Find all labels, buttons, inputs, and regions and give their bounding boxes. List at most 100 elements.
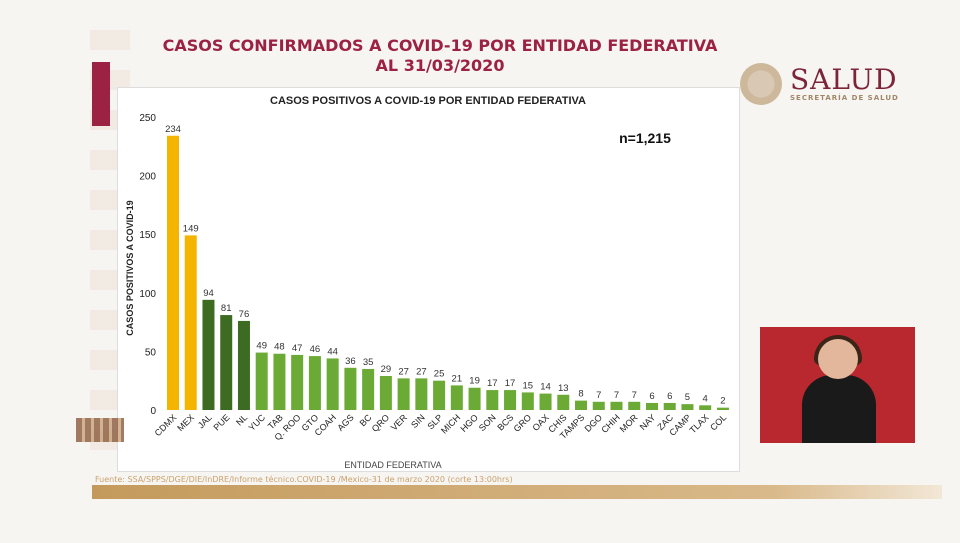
data-label: 21 — [452, 373, 463, 384]
bar-sin — [415, 378, 428, 410]
y-tick-label: 150 — [139, 230, 156, 241]
data-label: 8 — [578, 389, 583, 400]
bar-mor — [628, 401, 641, 410]
chart-title: CASOS POSITIVOS A COVID-19 POR ENTIDAD F… — [270, 95, 586, 107]
x-tick-label: JAL — [196, 412, 214, 430]
accent-bar — [92, 62, 110, 126]
bar-hgo — [468, 387, 481, 410]
data-label: 27 — [398, 366, 409, 377]
data-label: 2 — [720, 396, 725, 407]
data-label: 81 — [221, 303, 232, 314]
bar-tab — [273, 353, 286, 410]
bar-cdmx — [167, 135, 179, 410]
bar-qro — [379, 376, 392, 410]
y-tick-label: 100 — [139, 289, 156, 300]
bar-son — [486, 390, 499, 410]
data-label: 234 — [165, 124, 181, 135]
y-axis-label: CASOS POSITIVOS A COVID-19 — [125, 200, 135, 335]
bar-coah — [326, 358, 339, 410]
data-label: 7 — [632, 390, 637, 401]
bar-chih — [610, 401, 623, 410]
bar-gro — [521, 392, 534, 410]
interpreter-face — [818, 339, 858, 379]
x-tick-label: GRO — [512, 412, 534, 434]
data-label: 47 — [292, 343, 303, 354]
data-label: 44 — [327, 346, 338, 357]
data-label: 4 — [703, 393, 708, 404]
x-tick-label: MOR — [618, 412, 640, 434]
x-tick-label: BCS — [495, 412, 515, 432]
bar-col — [716, 407, 729, 410]
bar-tamps — [575, 400, 588, 410]
y-tick-label: 50 — [145, 347, 157, 358]
data-label: 14 — [540, 382, 551, 393]
x-tick-label: AGS — [335, 412, 356, 433]
bar-dgo — [592, 401, 605, 410]
x-tick-label: HGO — [458, 412, 480, 434]
x-tick-label: MICH — [439, 412, 462, 435]
bar-ver — [397, 378, 410, 410]
y-tick-label: 200 — [139, 172, 156, 183]
data-label: 48 — [274, 342, 285, 353]
data-label: 15 — [523, 380, 534, 391]
bar-nl — [237, 320, 250, 410]
y-tick-label: 0 — [150, 406, 156, 417]
x-tick-label: TLAX — [688, 412, 711, 435]
logo-subtitle: SECRETARÍA DE SALUD — [790, 94, 899, 102]
chart-panel: CASOS POSITIVOS A COVID-19 POR ENTIDAD F… — [117, 87, 740, 472]
data-label: 6 — [667, 391, 672, 402]
data-label: 17 — [505, 378, 516, 389]
data-label: 6 — [649, 391, 654, 402]
title-line-2: AL 31/03/2020 — [375, 56, 505, 75]
salud-logo: SALUD SECRETARÍA DE SALUD — [740, 63, 899, 105]
bar-mex — [184, 235, 197, 410]
data-label: 36 — [345, 356, 356, 367]
bar-bcs — [504, 390, 517, 410]
logo-name: SALUD — [790, 63, 898, 96]
n-annotation: n=1,215 — [619, 130, 671, 146]
data-label: 49 — [256, 341, 267, 352]
x-axis-label: ENTIDAD FEDERATIVA — [344, 460, 441, 470]
data-label: 7 — [614, 390, 619, 401]
data-label: 19 — [469, 376, 480, 387]
data-label: 94 — [203, 288, 214, 299]
data-label: 7 — [596, 390, 601, 401]
bar-jal — [202, 299, 215, 410]
data-label: 13 — [558, 383, 569, 394]
data-label: 46 — [310, 344, 321, 355]
bar-qroo — [291, 354, 304, 410]
data-label: 29 — [381, 364, 392, 375]
bar-gto — [308, 356, 321, 410]
data-label: 27 — [416, 366, 427, 377]
data-label: 17 — [487, 378, 498, 389]
seal-icon — [740, 63, 782, 105]
bar-tlax — [699, 405, 712, 410]
data-label: 5 — [685, 392, 690, 403]
x-tick-label: SIN — [409, 412, 427, 430]
bar-mich — [450, 385, 463, 410]
source-note: Fuente: SSA/SPPS/DGE/DIE/InDRE/Informe t… — [95, 475, 513, 484]
data-label: 25 — [434, 369, 445, 380]
x-tick-label: YUC — [247, 412, 268, 433]
sign-language-interpreter-video — [760, 327, 915, 443]
interpreter-body — [802, 375, 876, 443]
bar-pue — [220, 315, 233, 410]
page-title: CASOS CONFIRMADOS A COVID-19 POR ENTIDAD… — [120, 36, 760, 76]
bar-oax — [539, 393, 552, 410]
x-tick-label: COL — [708, 412, 728, 432]
footer-bar — [92, 485, 942, 499]
data-label: 35 — [363, 357, 374, 368]
bar-camp — [681, 404, 694, 410]
x-tick-label: NAY — [638, 412, 658, 432]
bar-chart: CASOS POSITIVOS A COVID-19 POR ENTIDAD F… — [125, 95, 729, 470]
data-label: 149 — [183, 223, 199, 234]
title-line-1: CASOS CONFIRMADOS A COVID-19 POR ENTIDAD… — [162, 36, 718, 55]
data-label: 76 — [239, 309, 250, 320]
bar-bc — [362, 368, 375, 410]
bar-nay — [645, 402, 658, 410]
bar-chis — [557, 394, 570, 410]
bar-slp — [433, 380, 446, 410]
y-tick-label: 250 — [139, 113, 156, 124]
x-tick-label: SON — [477, 412, 498, 433]
bar-ags — [344, 367, 357, 410]
